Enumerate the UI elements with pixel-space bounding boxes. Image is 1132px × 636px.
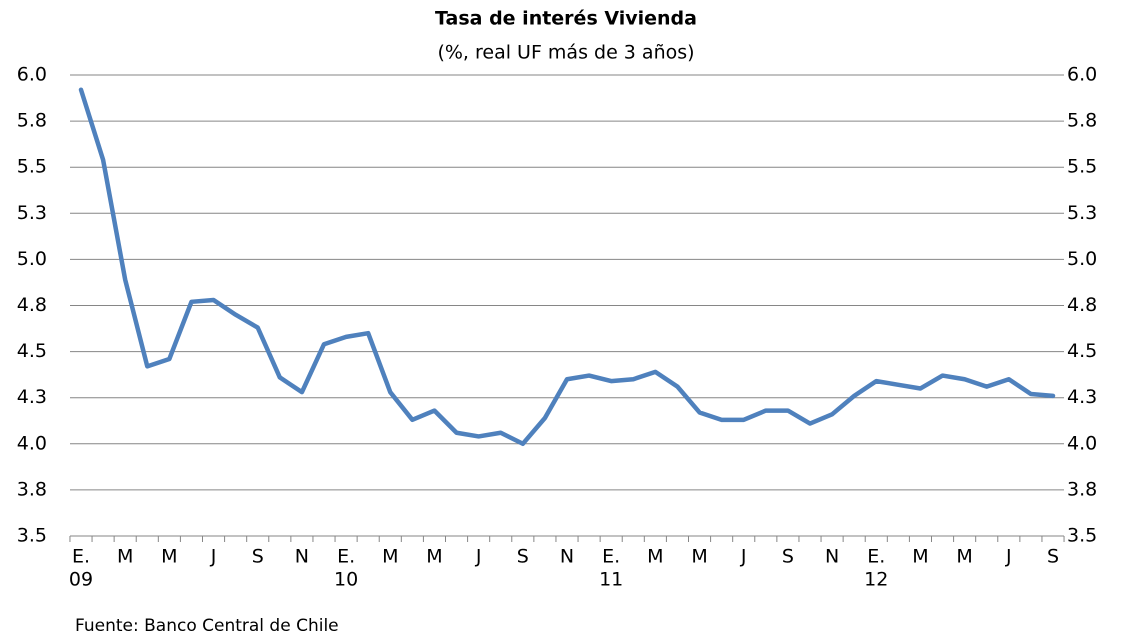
y-tick-label: 5.0	[17, 248, 47, 270]
y-tick-label: 3.5	[17, 525, 47, 547]
y2-tick-label: 5.8	[1067, 110, 1097, 132]
y-tick-label: 5.3	[17, 202, 47, 224]
y2-tick-label: 5.3	[1067, 202, 1097, 224]
x-tick-label: S	[782, 546, 794, 568]
x-tick-label: M	[161, 546, 177, 568]
y-tick-label: 6.0	[17, 64, 47, 86]
chart-subtitle: (%, real UF más de 3 años)	[437, 42, 694, 64]
x-year-label: 11	[599, 569, 623, 591]
y2-tick-label: 5.5	[1067, 156, 1097, 178]
y-tick-label: 3.8	[17, 478, 47, 500]
y-tick-label: 4.0	[17, 432, 47, 454]
source-note: Fuente: Banco Central de Chile	[75, 616, 339, 636]
x-tick-label: J	[740, 546, 747, 568]
y-tick-label: 5.5	[17, 156, 47, 178]
x-tick-label: S	[1047, 546, 1059, 568]
x-tick-label: M	[912, 546, 928, 568]
x-tick-label: E.	[602, 546, 620, 568]
y2-tick-label: 4.0	[1067, 432, 1097, 454]
x-tick-label: N	[825, 546, 839, 568]
y2-tick-label: 5.0	[1067, 248, 1097, 270]
x-tick-label: N	[295, 546, 309, 568]
x-tick-label: N	[560, 546, 574, 568]
y-tick-label: 4.5	[17, 340, 47, 362]
x-tick-label: J	[475, 546, 482, 568]
x-year-label: 10	[334, 569, 358, 591]
y2-tick-label: 4.5	[1067, 340, 1097, 362]
x-tick-label: M	[117, 546, 133, 568]
x-tick-label: J	[1005, 546, 1012, 568]
chart-title: Tasa de interés Vivienda	[435, 8, 697, 30]
x-tick-label: J	[210, 546, 217, 568]
x-tick-label: M	[382, 546, 398, 568]
y2-tick-label: 4.8	[1067, 294, 1097, 316]
y2-tick-label: 3.8	[1067, 478, 1097, 500]
y2-tick-label: 6.0	[1067, 64, 1097, 86]
x-tick-label: M	[956, 546, 972, 568]
x-tick-label: E.	[72, 546, 90, 568]
y-tick-label: 4.3	[17, 386, 47, 408]
x-tick-label: S	[252, 546, 264, 568]
x-year-label: 12	[864, 569, 888, 591]
x-tick-label: M	[691, 546, 707, 568]
data-line	[78, 87, 1056, 447]
x-tick-label: E.	[867, 546, 885, 568]
x-tick-label: M	[426, 546, 442, 568]
y2-tick-label: 4.3	[1067, 386, 1097, 408]
y2-tick-label: 3.5	[1067, 525, 1097, 547]
x-tick-label: E.	[337, 546, 355, 568]
x-year-label: 09	[69, 569, 93, 591]
x-tick-label: S	[517, 546, 529, 568]
y-tick-label: 5.8	[17, 110, 47, 132]
x-tick-label: M	[647, 546, 663, 568]
y-tick-label: 4.8	[17, 294, 47, 316]
